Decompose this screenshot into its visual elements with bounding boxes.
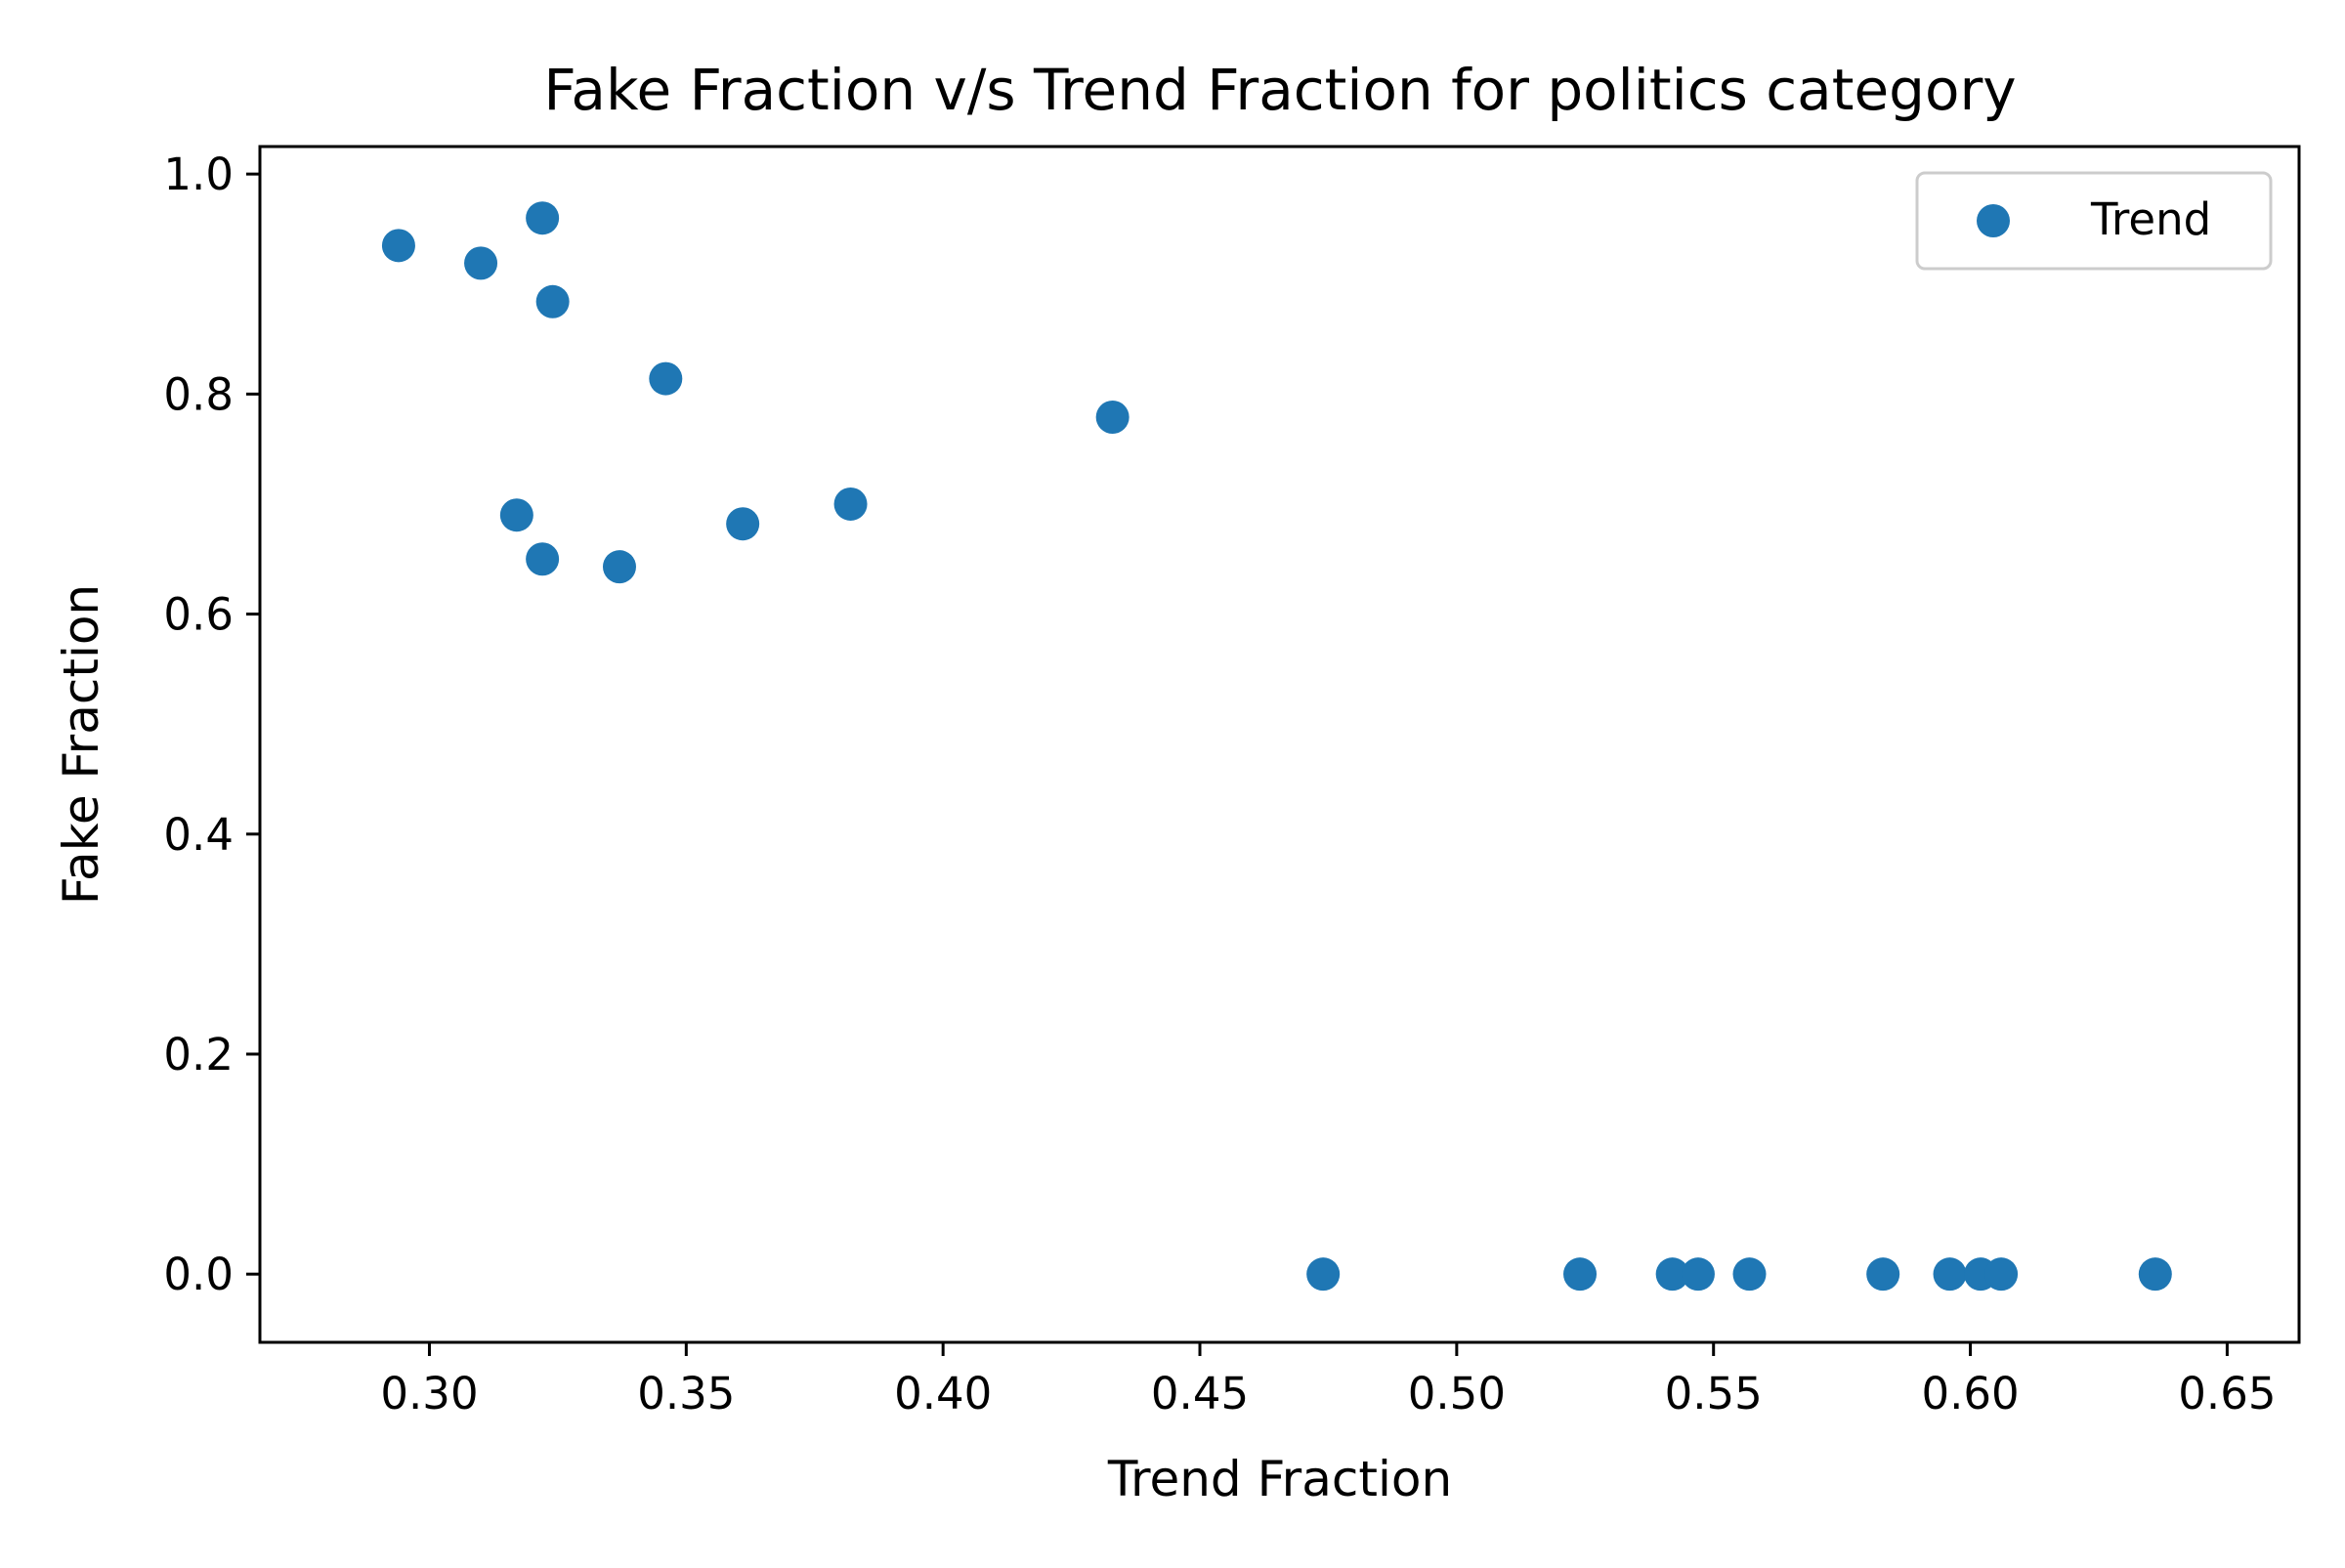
x-axis-label: Trend Fraction [1107,1451,1452,1507]
data-point [2138,1257,2172,1292]
chart-title: Fake Fraction v/s Trend Fraction for pol… [543,57,2016,123]
data-point [1681,1257,1715,1292]
x-tick-label: 0.45 [1151,1368,1249,1420]
data-point [1655,1257,1689,1292]
data-point [649,361,683,396]
axes-frame [258,145,2301,1344]
data-point [499,498,533,532]
data-point [526,201,560,235]
axes: 0.30 0.35 0.40 0.45 0.50 0.55 0.60 0.65 0.0 0.2 0.… [163,145,2301,1420]
data-point [1984,1257,2019,1292]
x-tick-label: 0.60 [1921,1368,2019,1420]
x-tick-label: 0.50 [1408,1368,1506,1420]
data-point [1095,401,1130,435]
data-point [1732,1257,1767,1292]
x-tick-label: 0.40 [894,1368,992,1420]
data-point [726,507,760,541]
legend-box [1915,171,2273,271]
y-axis-label: Fake Fraction [53,584,109,905]
data-point [833,487,868,521]
data-point [381,229,415,263]
data-point [1306,1257,1341,1292]
data-point [526,542,560,576]
y-tick-label: 0.6 [163,589,234,641]
legend-label-trend: Trend [2090,193,2211,245]
x-tick-label: 0.35 [637,1368,735,1420]
x-tick-label: 0.30 [380,1368,478,1420]
legend: Trend [1915,171,2273,271]
data-point [1563,1257,1598,1292]
y-tick-label: 0.4 [163,809,234,861]
y-tick-label: 0.0 [163,1249,234,1300]
y-tick-label: 0.8 [163,368,234,420]
plot-area [381,201,2172,1292]
data-point [602,550,636,584]
data-point [1933,1257,1967,1292]
x-tick-label: 0.65 [2178,1368,2276,1420]
data-point [535,284,570,318]
y-tick-label: 1.0 [163,148,234,200]
legend-marker [1977,204,2010,237]
data-point [1866,1257,1900,1292]
x-tick-label: 0.55 [1665,1368,1763,1420]
y-tick-label: 0.2 [163,1029,234,1081]
data-point [464,246,498,280]
